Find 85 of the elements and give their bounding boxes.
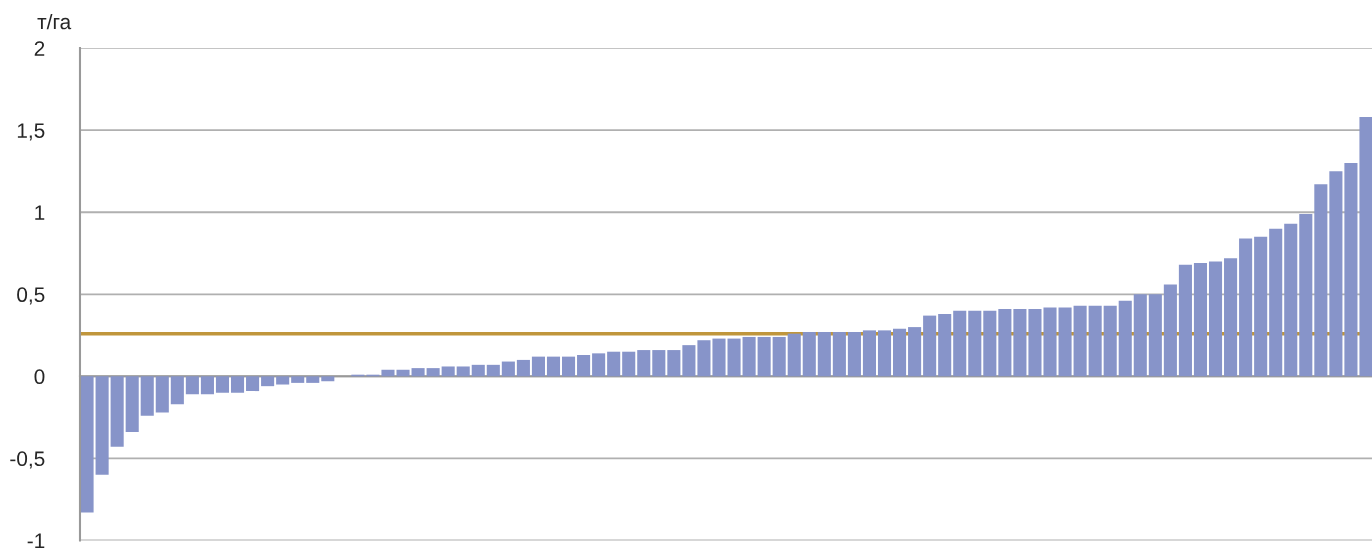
- bar: [893, 328, 907, 377]
- bar: [637, 350, 651, 377]
- bar: [215, 376, 230, 393]
- bar: [291, 376, 305, 383]
- bar: [306, 376, 320, 383]
- bar: [1193, 263, 1208, 377]
- bar: [998, 309, 1012, 377]
- bar: [516, 359, 530, 377]
- bar: [592, 353, 606, 377]
- y-tick-label: -0,5: [10, 451, 45, 469]
- bar: [200, 376, 214, 395]
- y-axis-title: т/га: [37, 13, 72, 30]
- bar: [607, 351, 621, 377]
- bar: [546, 356, 561, 377]
- bar: [110, 376, 124, 447]
- y-tick-label: 0: [34, 369, 45, 385]
- bar: [321, 376, 335, 382]
- bar: [1359, 117, 1372, 377]
- bar: [486, 364, 500, 377]
- bar: [832, 332, 846, 377]
- bar: [1058, 307, 1072, 377]
- bar: [1254, 236, 1268, 377]
- bar: [847, 332, 861, 377]
- bar: [80, 376, 94, 513]
- bar: [1299, 213, 1313, 377]
- bar: [1208, 261, 1223, 377]
- bar: [983, 310, 997, 377]
- bar: [908, 327, 922, 377]
- bar: [1269, 228, 1283, 377]
- bar: [140, 376, 154, 416]
- bar: [968, 310, 982, 377]
- bar: [772, 336, 786, 377]
- bar: [862, 330, 876, 377]
- bar: [682, 345, 696, 377]
- bar: [230, 376, 245, 393]
- bar: [1239, 238, 1253, 377]
- bar: [802, 332, 816, 377]
- bar: [501, 361, 515, 377]
- bar: [261, 376, 275, 387]
- bar: [877, 330, 892, 377]
- bar: [1314, 184, 1328, 377]
- bar: [923, 315, 937, 377]
- bar: [622, 351, 636, 377]
- bar: [742, 336, 756, 377]
- bar: [652, 350, 666, 377]
- bar: [1329, 171, 1343, 377]
- bar: [1284, 223, 1298, 377]
- bar: [561, 356, 576, 377]
- bar: [1013, 309, 1027, 377]
- bar: [1344, 163, 1358, 377]
- bar: [531, 356, 545, 377]
- bar: [1103, 305, 1117, 377]
- bar: [1148, 294, 1162, 377]
- bar: [757, 336, 771, 377]
- bar: [1073, 305, 1087, 377]
- bar: [1224, 258, 1238, 377]
- bar: [577, 354, 591, 377]
- bar: [1178, 264, 1192, 377]
- bar: [471, 364, 485, 377]
- bar: [697, 340, 711, 377]
- bar: [667, 350, 681, 377]
- bar: [246, 376, 260, 392]
- bar: [185, 376, 199, 395]
- bar: [1088, 305, 1102, 377]
- bar: [817, 332, 831, 377]
- bar: [1163, 284, 1177, 377]
- bar: [170, 376, 184, 405]
- bar: [411, 368, 425, 377]
- bar: [456, 366, 470, 377]
- bar: [155, 376, 169, 413]
- y-tick-label: 1: [35, 205, 45, 220]
- bar: [953, 310, 967, 377]
- y-tick-label: 1,5: [17, 123, 45, 141]
- bar: [938, 313, 952, 377]
- bar: [426, 368, 440, 377]
- bar: [441, 366, 455, 377]
- bar: [125, 376, 139, 433]
- y-tick-label: 0,5: [17, 287, 45, 305]
- y-tick-label: -1: [27, 533, 45, 548]
- y-tick-label: 2: [34, 41, 45, 56]
- bar: [1133, 294, 1147, 377]
- bar: [787, 333, 801, 377]
- bar: [276, 376, 290, 385]
- bar: [95, 376, 109, 475]
- bar: [1118, 300, 1132, 377]
